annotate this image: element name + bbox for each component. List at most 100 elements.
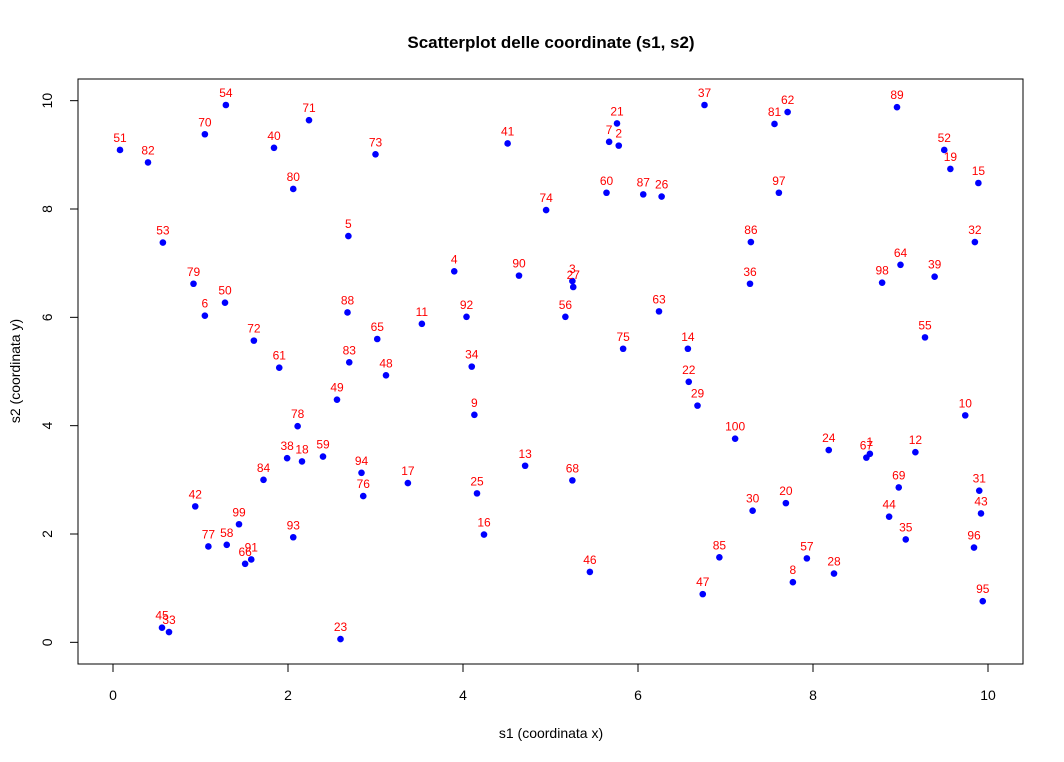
- data-point: [418, 320, 426, 328]
- data-point: [275, 364, 283, 372]
- point-label: 60: [600, 174, 614, 188]
- point-label: 13: [518, 447, 532, 461]
- point-label: 33: [162, 613, 176, 627]
- point-label: 2: [615, 127, 622, 141]
- chart-title: Scatterplot delle coordinate (s1, s2): [407, 33, 694, 52]
- x-tick-label: 10: [980, 687, 996, 703]
- data-point: [165, 628, 173, 636]
- point-label: 42: [189, 487, 203, 501]
- point-label: 29: [691, 387, 705, 401]
- data-point: [947, 165, 954, 173]
- point-label: 24: [822, 431, 836, 445]
- data-point: [201, 130, 209, 138]
- point-label: 98: [875, 264, 889, 278]
- point-label: 88: [341, 293, 355, 307]
- point-label: 25: [470, 474, 484, 488]
- point-label: 31: [973, 472, 987, 486]
- data-point: [586, 568, 594, 576]
- point-label: 10: [959, 396, 973, 410]
- data-point: [971, 238, 979, 246]
- point-label: 75: [616, 330, 630, 344]
- point-label: 59: [316, 438, 330, 452]
- point-label: 51: [113, 131, 127, 145]
- data-point: [473, 490, 481, 497]
- data-point: [201, 312, 209, 320]
- data-point: [116, 146, 124, 154]
- point-label: 23: [334, 620, 348, 634]
- point-label: 72: [247, 322, 261, 336]
- point-label: 30: [746, 492, 760, 506]
- point-label: 15: [972, 164, 986, 178]
- point-label: 56: [559, 298, 573, 312]
- point-label: 16: [477, 516, 491, 530]
- point-label: 26: [655, 178, 669, 192]
- x-axis-label: s1 (coordinata x): [499, 725, 603, 741]
- data-point: [970, 544, 978, 551]
- data-point: [893, 103, 901, 111]
- data-point: [731, 435, 739, 442]
- point-label: 61: [273, 349, 287, 363]
- data-point: [250, 337, 258, 344]
- point-label: 34: [465, 348, 479, 362]
- point-label: 96: [967, 529, 981, 543]
- point-label: 81: [768, 105, 782, 119]
- data-point: [260, 476, 267, 484]
- point-label: 82: [141, 143, 155, 157]
- data-point: [289, 185, 297, 193]
- data-point: [569, 277, 576, 285]
- data-point: [658, 193, 665, 200]
- data-point: [639, 191, 647, 198]
- data-point: [655, 308, 663, 315]
- data-point: [803, 555, 811, 562]
- x-tick-label: 8: [809, 687, 817, 703]
- point-label: 95: [976, 582, 990, 596]
- point-label: 39: [928, 258, 942, 272]
- data-point: [471, 411, 478, 419]
- data-point: [569, 477, 576, 484]
- data-point: [747, 238, 755, 246]
- point-label: 87: [637, 175, 651, 189]
- y-tick-label: 8: [39, 205, 55, 213]
- point-label: 94: [355, 454, 369, 468]
- point-label: 64: [894, 246, 908, 260]
- point-label: 4: [451, 252, 458, 266]
- point-label: 14: [681, 330, 695, 344]
- point-label: 19: [944, 150, 958, 164]
- data-point: [345, 232, 352, 240]
- point-label: 47: [696, 575, 710, 589]
- data-point: [158, 624, 166, 632]
- point-label: 90: [512, 257, 526, 271]
- data-point: [521, 462, 529, 470]
- data-point: [569, 283, 577, 291]
- data-point: [359, 492, 367, 500]
- point-label: 62: [781, 93, 795, 107]
- data-point: [247, 556, 255, 563]
- data-point: [221, 299, 229, 307]
- point-label: 77: [202, 527, 216, 541]
- data-point: [830, 570, 838, 577]
- point-label: 80: [287, 170, 301, 184]
- data-point: [885, 513, 893, 520]
- point-label: 57: [800, 539, 814, 553]
- data-point: [319, 453, 327, 460]
- point-label: 92: [460, 298, 474, 312]
- data-point: [190, 280, 197, 288]
- plot-frame: [77, 78, 1024, 665]
- data-point: [450, 267, 458, 275]
- data-point: [345, 358, 353, 366]
- data-point: [515, 272, 523, 279]
- y-tick-label: 10: [39, 93, 55, 109]
- point-label: 36: [743, 265, 757, 279]
- point-label: 52: [938, 131, 952, 145]
- point-label: 53: [156, 224, 170, 238]
- point-label: 55: [918, 318, 932, 332]
- data-point: [605, 138, 613, 146]
- point-label: 9: [471, 396, 478, 410]
- point-label: 65: [371, 320, 385, 334]
- point-label: 46: [583, 553, 597, 567]
- point-label: 68: [566, 461, 580, 475]
- data-point: [979, 597, 987, 605]
- data-point: [771, 120, 778, 128]
- data-point: [468, 363, 476, 370]
